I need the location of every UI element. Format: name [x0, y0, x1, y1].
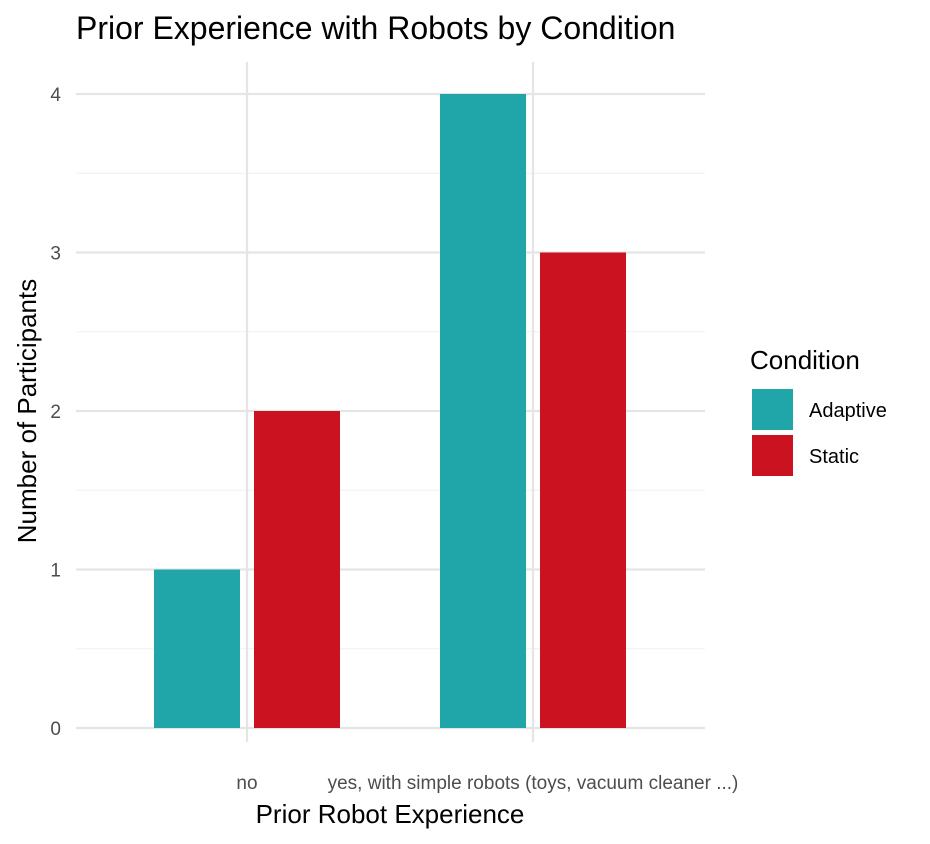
legend-key-static: [752, 435, 793, 476]
y-tick-labels: 0 1 2 3 4: [50, 85, 61, 740]
y-tick-label: 3: [50, 244, 61, 265]
y-tick-label: 2: [50, 402, 61, 423]
legend-label-static: Static: [809, 446, 859, 468]
bar-static-0: [254, 411, 340, 728]
bar-static-1: [540, 252, 626, 728]
y-tick-label: 0: [50, 719, 61, 740]
x-tick-label: no: [236, 773, 257, 794]
bar-adaptive-1: [440, 94, 526, 728]
legend-items: Adaptive Static: [752, 389, 887, 476]
x-tick-label: yes, with simple robots (toys, vacuum cl…: [328, 773, 739, 794]
legend-key-adaptive: [752, 389, 793, 430]
legend-title: Condition: [750, 345, 860, 375]
y-tick-label: 4: [50, 85, 61, 106]
x-axis-title: Prior Robot Experience: [256, 799, 525, 829]
chart-title: Prior Experience with Robots by Conditio…: [76, 10, 675, 46]
bar-adaptive-0: [154, 569, 240, 728]
legend-label-adaptive: Adaptive: [809, 400, 887, 422]
bars: [154, 94, 626, 728]
y-tick-label: 1: [50, 561, 61, 582]
x-tick-labels: no yes, with simple robots (toys, vacuum …: [236, 773, 738, 794]
y-axis-title: Number of Participants: [12, 279, 42, 543]
legend: Condition Adaptive Static: [750, 345, 887, 476]
